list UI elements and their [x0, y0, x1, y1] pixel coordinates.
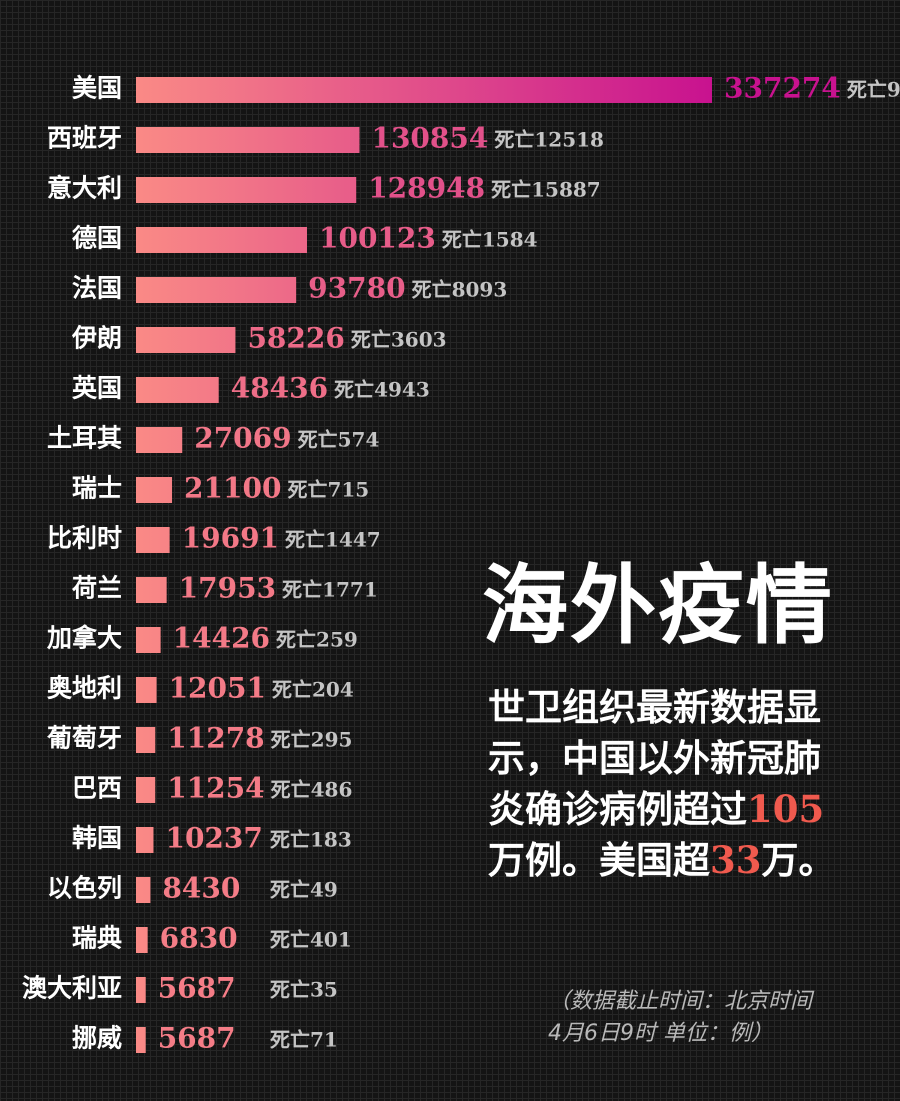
- bar: [136, 877, 151, 903]
- bar: [136, 627, 161, 653]
- value-label: 58226: [247, 322, 344, 355]
- value-label: 5687: [158, 972, 236, 1005]
- value-label: 14426: [173, 622, 270, 655]
- death-label: 死亡4943: [334, 378, 430, 402]
- death-label: 死亡715: [287, 478, 369, 502]
- death-label: 死亡295: [271, 728, 353, 752]
- category-label: 西班牙: [47, 124, 122, 153]
- category-label: 巴西: [72, 774, 122, 803]
- death-label: 死亡8093: [412, 278, 508, 302]
- value-label: 10237: [165, 822, 262, 855]
- body-text: 33: [710, 838, 762, 882]
- death-label: 死亡486: [271, 778, 353, 802]
- category-label: 土耳其: [47, 424, 122, 453]
- bar: [136, 927, 148, 953]
- category-label: 英国: [72, 374, 122, 403]
- bar: [136, 227, 307, 253]
- value-label: 17953: [179, 572, 276, 605]
- bar: [136, 1027, 146, 1053]
- value-label: 130854: [371, 122, 488, 155]
- category-label: 意大利: [47, 174, 122, 203]
- bar: [136, 277, 297, 303]
- bar: [136, 727, 156, 753]
- value-label: 19691: [182, 522, 279, 555]
- value-label: 8430: [162, 872, 240, 905]
- category-label: 美国: [72, 74, 122, 103]
- death-label: 死亡3603: [351, 328, 447, 352]
- death-label: 死亡1584: [442, 228, 538, 252]
- bar: [136, 527, 170, 553]
- death-label: 死亡15887: [491, 178, 601, 202]
- death-label: 死亡183: [270, 828, 352, 852]
- death-label: 死亡49: [270, 878, 338, 902]
- body-text: 万例。美国超: [488, 838, 710, 882]
- value-label: 11254: [167, 772, 264, 805]
- value-label: 21100: [184, 472, 281, 505]
- bar: [136, 177, 357, 203]
- bar: [136, 677, 157, 703]
- value-label: 6830: [160, 922, 238, 955]
- death-label: 死亡12518: [494, 128, 604, 152]
- category-label: 荷兰: [72, 574, 122, 603]
- death-label: 死亡1447: [285, 528, 381, 552]
- value-label: 48436: [231, 372, 328, 405]
- category-label: 加拿大: [46, 624, 122, 653]
- value-label: 11278: [167, 722, 264, 755]
- bar: [136, 427, 183, 453]
- body-text: 万。: [761, 838, 836, 882]
- category-label: 瑞士: [72, 474, 122, 503]
- category-label: 比利时: [47, 524, 122, 553]
- death-label: 死亡1771: [282, 578, 378, 602]
- value-label: 12051: [169, 672, 266, 705]
- bar: [136, 377, 219, 403]
- panel-body: 世卫组织最新数据显示，中国以外新冠肺炎确诊病例超过105 万例。美国超33万。: [488, 682, 853, 886]
- category-label: 德国: [72, 224, 122, 253]
- value-label: 128948: [368, 172, 485, 205]
- death-label: 死亡259: [276, 628, 358, 652]
- bar: [136, 127, 360, 153]
- panel-note: （数据截止时间：北京时间 4月6日9时 单位：例）: [548, 986, 812, 1050]
- bar: [136, 777, 156, 803]
- death-label: 死亡401: [270, 928, 352, 952]
- category-label: 挪威: [72, 1024, 122, 1053]
- value-label: 100123: [319, 222, 436, 255]
- bar: [136, 77, 712, 103]
- bar: [136, 977, 146, 1003]
- bar: [136, 327, 236, 353]
- category-label: 瑞典: [72, 924, 122, 953]
- death-label: 死亡71: [270, 1028, 338, 1052]
- note-line: 4月6日9时 单位：例）: [548, 1021, 773, 1046]
- death-label: 死亡35: [270, 978, 338, 1002]
- value-label: 337274: [724, 72, 841, 105]
- category-label: 伊朗: [71, 324, 122, 353]
- category-label: 韩国: [72, 824, 122, 853]
- bar: [136, 477, 173, 503]
- category-label: 法国: [72, 274, 122, 303]
- value-label: 5687: [158, 1022, 236, 1055]
- body-text: 105: [747, 787, 825, 831]
- category-label: 葡萄牙: [46, 724, 122, 753]
- death-label: 死亡574: [298, 428, 380, 452]
- death-label: 死亡204: [272, 678, 354, 702]
- category-label: 奥地利: [47, 674, 122, 703]
- category-label: 以色列: [47, 874, 122, 903]
- note-line: （数据截止时间：北京时间: [548, 989, 813, 1014]
- category-label: 澳大利亚: [22, 974, 122, 1003]
- value-label: 27069: [194, 422, 291, 455]
- panel-title: 海外疫情: [482, 555, 834, 656]
- bar: [136, 827, 154, 853]
- bar: [136, 577, 167, 603]
- body-text: 世卫组织最新数据显示，中国以外新冠肺炎确诊病例超过: [488, 685, 821, 831]
- death-label: 死亡9633: [847, 78, 900, 102]
- value-label: 93780: [308, 272, 405, 305]
